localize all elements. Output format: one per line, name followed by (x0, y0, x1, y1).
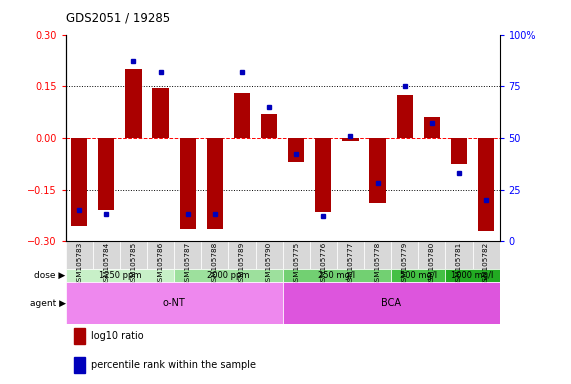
Text: GSM105780: GSM105780 (429, 242, 435, 286)
Text: GDS2051 / 19285: GDS2051 / 19285 (66, 12, 170, 25)
Text: GSM105787: GSM105787 (184, 242, 191, 286)
Bar (66, 241, 93, 269)
Text: GSM105775: GSM105775 (293, 242, 299, 286)
Text: agent ▶: agent ▶ (30, 299, 66, 308)
Text: GSM105779: GSM105779 (401, 242, 408, 286)
Text: 1250 ppm: 1250 ppm (99, 271, 141, 280)
Text: 2000 ppm: 2000 ppm (207, 271, 250, 280)
Text: GSM105778: GSM105778 (375, 242, 381, 286)
Text: dose ▶: dose ▶ (34, 271, 66, 280)
Text: GSM105790: GSM105790 (266, 242, 272, 286)
Bar (283, 269, 391, 283)
Bar (288, 138, 304, 162)
Bar (342, 138, 359, 141)
Bar (66, 269, 174, 283)
Bar (364, 241, 391, 269)
Text: GSM105788: GSM105788 (212, 242, 218, 286)
Text: o-NT: o-NT (163, 298, 186, 308)
Bar (451, 138, 467, 164)
Text: 1000 mg/l: 1000 mg/l (451, 271, 494, 280)
Bar (126, 69, 142, 138)
Bar (98, 138, 114, 210)
Bar (418, 241, 445, 269)
Bar (179, 138, 196, 229)
Bar (71, 138, 87, 226)
Bar (261, 114, 278, 138)
Bar (424, 117, 440, 138)
Bar (207, 138, 223, 229)
Bar (234, 93, 250, 138)
Bar (174, 269, 283, 283)
Text: GSM105776: GSM105776 (320, 242, 327, 286)
Bar (202, 241, 228, 269)
Text: percentile rank within the sample: percentile rank within the sample (91, 360, 256, 370)
Text: BCA: BCA (381, 298, 401, 308)
Bar (309, 241, 337, 269)
Bar (147, 241, 174, 269)
Bar (369, 138, 386, 203)
Bar (445, 241, 473, 269)
Bar (152, 88, 169, 138)
Text: GSM105785: GSM105785 (130, 242, 136, 286)
Bar (396, 95, 413, 138)
Bar (337, 241, 364, 269)
Text: GSM105783: GSM105783 (76, 242, 82, 286)
Bar (74, 357, 85, 373)
Bar (445, 269, 500, 283)
Text: GSM105777: GSM105777 (347, 242, 353, 286)
Text: GSM105789: GSM105789 (239, 242, 245, 286)
Text: GSM105782: GSM105782 (483, 242, 489, 286)
Bar (391, 269, 445, 283)
Text: GSM105781: GSM105781 (456, 242, 462, 286)
Bar (74, 328, 85, 344)
Bar (473, 241, 500, 269)
Bar (391, 241, 418, 269)
Text: 500 mg/l: 500 mg/l (400, 271, 437, 280)
Text: GSM105784: GSM105784 (103, 242, 110, 286)
Bar (255, 241, 283, 269)
Text: log10 ratio: log10 ratio (91, 331, 143, 341)
Bar (120, 241, 147, 269)
Bar (315, 138, 331, 212)
Text: GSM105786: GSM105786 (158, 242, 164, 286)
Bar (478, 138, 494, 231)
Bar (228, 241, 255, 269)
Bar (93, 241, 120, 269)
Bar (283, 241, 309, 269)
Bar (66, 283, 283, 324)
Bar (283, 283, 500, 324)
Text: 250 mg/l: 250 mg/l (318, 271, 356, 280)
Bar (174, 241, 202, 269)
